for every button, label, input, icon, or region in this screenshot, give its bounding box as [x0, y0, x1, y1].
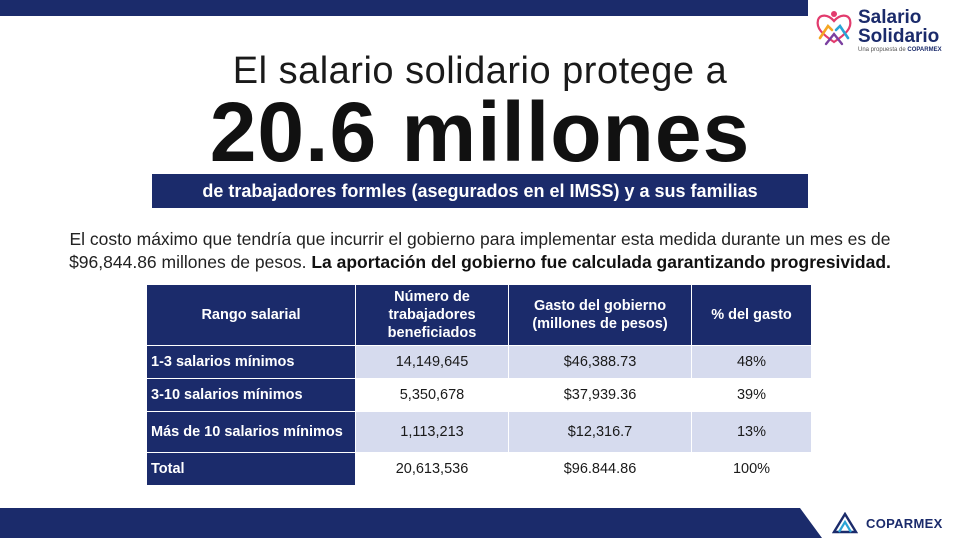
- logo-subtitle: Una propuesta de COPARMEX: [858, 47, 942, 53]
- coparmex-mark-icon: [832, 512, 858, 534]
- salario-solidario-logo: Salario Solidario Una propuesta de COPAR…: [812, 6, 952, 54]
- table-cell-workers: 20,613,536: [355, 452, 509, 486]
- table-cell-percent: 48%: [691, 345, 812, 379]
- header-rango-salarial: Rango salarial: [146, 284, 356, 346]
- top-bar-slant: [790, 0, 808, 16]
- table-cell-percent: 100%: [691, 452, 812, 486]
- table-cell-range: Total: [146, 452, 356, 486]
- header-gasto-gobierno: Gasto del gobierno (millones de pesos): [508, 284, 692, 346]
- table-row: 1-3 salarios mínimos 14,149,645 $46,388.…: [146, 345, 812, 379]
- table-row: 3-10 salarios mínimos 5,350,678 $37,939.…: [146, 378, 812, 412]
- bottom-decorative-bar: [0, 508, 800, 538]
- body-text-regular: El costo máximo que tendría que incurrir…: [69, 229, 891, 272]
- table-cell-spend: $37,939.36: [508, 378, 692, 412]
- top-decorative-bar: [0, 0, 808, 16]
- coparmex-wordmark: COPARMEX: [866, 516, 943, 531]
- table-cell-workers: 14,149,645: [355, 345, 509, 379]
- table-cell-spend: $46,388.73: [508, 345, 692, 379]
- bottom-bar-slant: [800, 508, 822, 538]
- logo-subtitle-brand: COPARMEX: [907, 47, 942, 53]
- body-paragraph: El costo máximo que tendría que incurrir…: [40, 228, 920, 274]
- table-cell-spend: $12,316.7: [508, 411, 692, 453]
- table-cell-percent: 39%: [691, 378, 812, 412]
- table-row: Más de 10 salarios mínimos 1,113,213 $12…: [146, 411, 812, 453]
- table-cell-range: 3-10 salarios mínimos: [146, 378, 356, 412]
- header-numero-trabajadores: Número de trabajadores beneficiados: [355, 284, 509, 346]
- headline-band: de trabajadores formles (asegurados en e…: [152, 174, 808, 208]
- logo-subtitle-prefix: Una propuesta de: [858, 47, 906, 53]
- body-text-bold: La aportación del gobierno fue calculada…: [311, 252, 891, 272]
- table-cell-range: 1-3 salarios mínimos: [146, 345, 356, 379]
- table-header-row: Rango salarial Número de trabajadores be…: [146, 284, 812, 346]
- table-cell-spend: $96.844.86: [508, 452, 692, 486]
- table-cell-range: Más de 10 salarios mínimos: [146, 411, 356, 453]
- salary-range-table: Rango salarial Número de trabajadores be…: [146, 284, 812, 486]
- table-cell-workers: 1,113,213: [355, 411, 509, 453]
- logo-title: Salario Solidario: [858, 8, 939, 46]
- table-cell-workers: 5,350,678: [355, 378, 509, 412]
- table-row-total: Total 20,613,536 $96.844.86 100%: [146, 452, 812, 486]
- header-porcentaje-gasto: % del gasto: [691, 284, 812, 346]
- logo-title-line2: Solidario: [858, 26, 940, 47]
- hands-heart-icon: [816, 11, 852, 46]
- headline-line1: El salario solidario protege a: [232, 50, 728, 92]
- coparmex-logo: COPARMEX: [832, 512, 957, 534]
- logo-title-line1: Salario: [858, 7, 922, 28]
- headline-number: 20.6 millones: [209, 85, 751, 179]
- table-cell-percent: 13%: [691, 411, 812, 453]
